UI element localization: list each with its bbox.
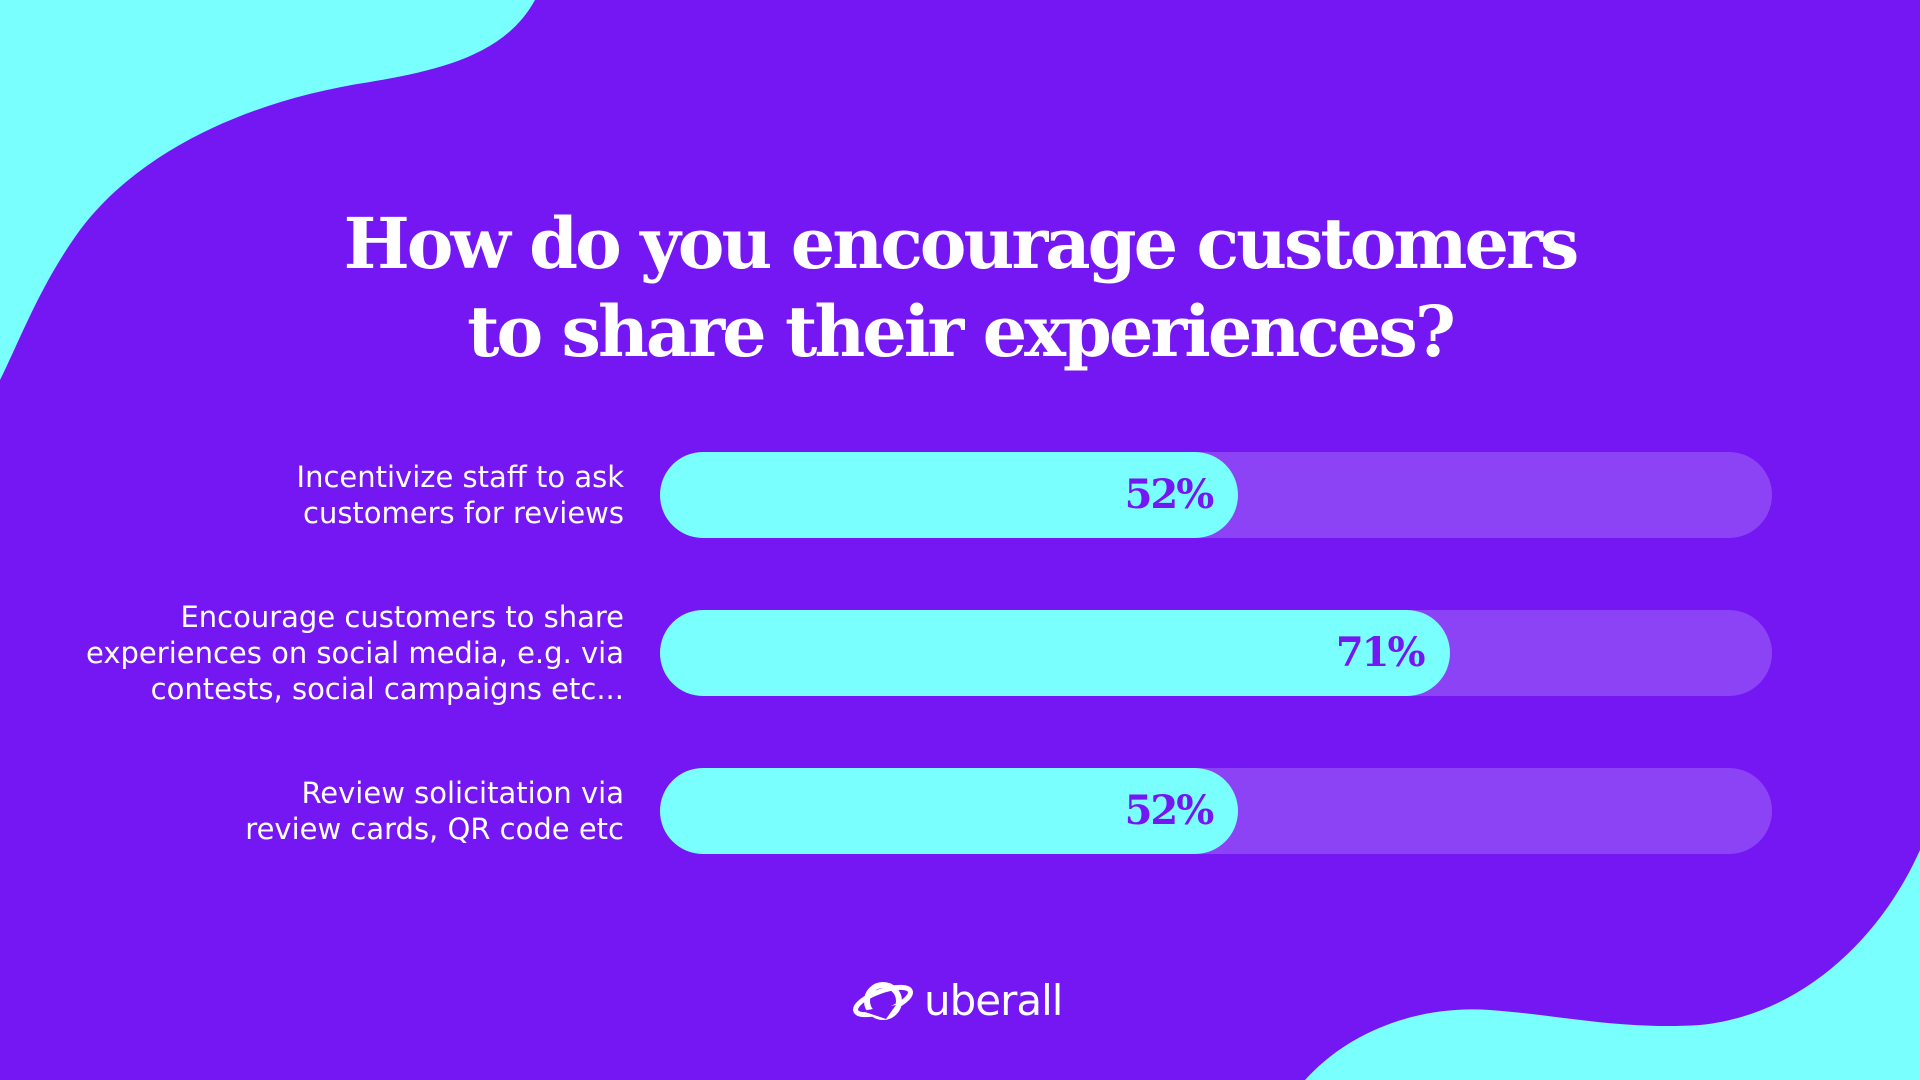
category-label-line: Incentivize staff to ask bbox=[296, 460, 624, 494]
title-line-1: How do you encourage customers bbox=[343, 202, 1580, 285]
category-label-line: contests, social campaigns etc... bbox=[150, 672, 624, 706]
bar: 71% bbox=[660, 610, 1450, 696]
category-label-line: Encourage customers to share bbox=[180, 600, 624, 634]
chart-title: How do you encourage customers to share … bbox=[0, 200, 1920, 376]
brand-logo: uberall bbox=[852, 970, 1063, 1030]
data-label: 52% bbox=[1124, 471, 1215, 518]
category-label-line: customers for reviews bbox=[303, 496, 624, 530]
category-label-line: review cards, QR code etc bbox=[245, 812, 624, 846]
brand-name: uberall bbox=[924, 975, 1063, 1025]
bar: 52% bbox=[660, 768, 1239, 854]
category-label: Review solicitation via review cards, QR … bbox=[64, 775, 624, 847]
title-line-2: to share their experiences? bbox=[467, 290, 1456, 373]
category-label-line: experiences on social media, e.g. via bbox=[86, 636, 624, 670]
top-left-blob bbox=[0, 0, 535, 380]
bar-track: 52% bbox=[660, 452, 1772, 538]
data-label: 71% bbox=[1335, 629, 1426, 676]
category-label: Encourage customers to share experiences … bbox=[64, 599, 624, 707]
data-label: 52% bbox=[1124, 787, 1215, 834]
bar-track: 71% bbox=[660, 610, 1772, 696]
bottom-right-blob bbox=[1305, 850, 1920, 1080]
planet-icon bbox=[853, 982, 913, 1020]
category-label: Incentivize staff to ask customers for re… bbox=[64, 459, 624, 531]
category-label-line: Review solicitation via bbox=[301, 776, 624, 810]
bar: 52% bbox=[660, 452, 1239, 538]
bar-track: 52% bbox=[660, 768, 1772, 854]
